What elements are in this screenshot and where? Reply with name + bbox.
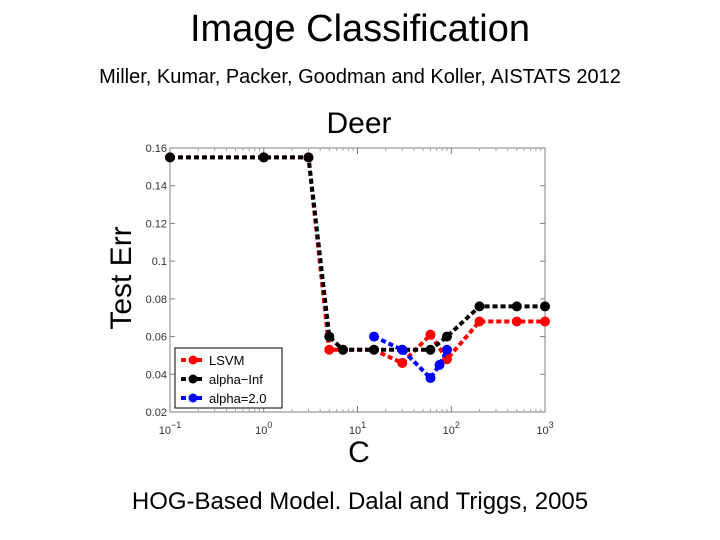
series-line xyxy=(170,155,545,366)
x-axis-label: C xyxy=(348,436,370,469)
y-tick-label: 0.1 xyxy=(152,256,167,268)
legend-swatch-marker xyxy=(188,355,198,365)
legend-swatch-marker xyxy=(188,374,198,384)
y-axis-label: Test Err xyxy=(105,226,138,329)
series-line xyxy=(170,155,545,352)
data-point xyxy=(540,316,550,327)
data-point xyxy=(441,331,452,342)
y-tick-label: 0.04 xyxy=(146,369,167,381)
data-point xyxy=(425,373,436,384)
data-point xyxy=(511,316,522,327)
series-line xyxy=(373,334,449,382)
data-point xyxy=(337,344,348,355)
slide-subtitle: Miller, Kumar, Packer, Goodman and Kolle… xyxy=(99,66,621,88)
data-point xyxy=(540,301,550,312)
data-point xyxy=(511,301,522,312)
y-tick-label: 0.02 xyxy=(146,407,167,419)
x-tick-label: 103 xyxy=(536,420,553,437)
x-tick-label: 102 xyxy=(443,420,460,437)
y-tick-label: 0.08 xyxy=(146,294,167,306)
chart-legend: LSVM alpha−Inf alpha=2.0 xyxy=(174,347,283,409)
data-point xyxy=(474,316,485,327)
data-point xyxy=(258,152,269,163)
data-point xyxy=(397,357,408,368)
data-point xyxy=(369,331,380,342)
data-point xyxy=(425,329,436,340)
legend-swatch-marker xyxy=(188,393,198,403)
data-point xyxy=(474,301,485,312)
chart-title: Deer xyxy=(326,107,391,140)
data-point xyxy=(324,344,335,355)
data-point xyxy=(324,331,335,342)
x-tick-label: 101 xyxy=(349,420,366,437)
legend-label: alpha−Inf xyxy=(209,372,263,387)
y-tick-label: 0.14 xyxy=(146,181,167,193)
legend-label: LSVM xyxy=(209,353,244,368)
y-tick-label: 0.06 xyxy=(146,332,167,344)
data-point xyxy=(425,344,436,355)
data-point xyxy=(434,359,445,370)
y-tick-label: 0.16 xyxy=(146,143,167,155)
slide-title: Image Classification xyxy=(189,8,531,50)
data-point xyxy=(165,152,175,163)
legend-label: alpha=2.0 xyxy=(209,391,266,406)
data-point xyxy=(369,344,380,355)
y-tick-label: 0.12 xyxy=(146,218,167,230)
x-tick-label: 10−1 xyxy=(159,420,182,437)
x-tick-label: 100 xyxy=(255,420,272,437)
slide-footer: HOG-Based Model. Dalal and Triggs, 2005 xyxy=(131,488,589,515)
data-point xyxy=(303,152,314,163)
data-point xyxy=(397,344,408,355)
data-point xyxy=(441,344,452,355)
